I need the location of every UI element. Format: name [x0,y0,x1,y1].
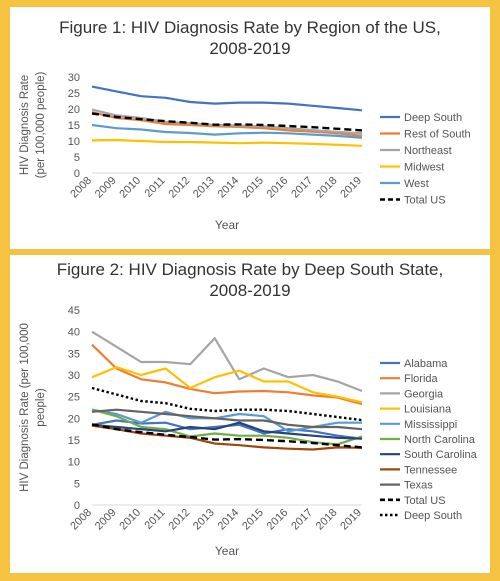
x-tick-label: 2016 [265,175,291,201]
y-tick-label: 40 [68,327,80,339]
y-tick-label: 15 [68,120,80,132]
x-tick-label: 2014 [216,507,242,533]
x-tick-label: 2019 [338,507,364,533]
series-line-midwest [91,138,363,147]
legend-label-south-carolina: South Carolina [404,449,478,461]
x-tick-label: 2012 [167,175,193,201]
legend-label-northeast: Northeast [404,145,452,157]
figure-2-subtitle: 2008-2019 [209,281,291,300]
legend-label-tennessee: Tennessee [404,464,457,476]
y-tick-label: 30 [68,370,80,382]
legend-label-north-carolina: North Carolina [404,434,476,446]
series-line-deep-south [91,386,363,422]
x-tick-label: 2008 [68,175,94,201]
y-tick-label: 20 [68,104,80,116]
x-axis-title: Year [215,218,239,232]
figure-1-title: Figure 1: HIV Diagnosis Rate by Region o… [59,18,441,37]
legend-label-total-us: Total US [404,495,446,507]
y-axis-title-line2: people) [35,388,47,427]
legend-label-georgia: Georgia [404,388,444,400]
x-tick-label: 2015 [240,175,266,201]
y-tick-label: 10 [68,136,80,148]
y-tick-label: 10 [68,457,80,469]
y-tick-label: 0 [74,500,80,512]
x-tick-label: 2009 [93,507,119,533]
x-tick-label: 2018 [314,175,340,201]
y-axis-title: HIV Diagnosis Rate (per 100,000 [19,323,31,492]
series-line-west [91,123,363,139]
y-tick-label: 30 [68,72,80,84]
x-tick-label: 2009 [93,175,119,201]
series-line-texas [91,408,363,431]
legend-label-midwest: Midwest [404,162,444,174]
series-line-deep-south [91,85,363,112]
legend-label-rest-of-south: Rest of South [404,129,471,141]
x-tick-label: 2014 [216,175,242,201]
x-tick-label: 2019 [338,175,364,201]
series-line-louisiana [91,366,363,404]
y-tick-label: 0 [74,168,80,180]
x-tick-label: 2013 [191,507,217,533]
x-tick-label: 2008 [68,507,94,533]
legend-label-texas: Texas [404,480,433,492]
y-tick-label: 45 [68,305,80,317]
figure-1-panel: Figure 1: HIV Diagnosis Rate by Region o… [10,7,490,249]
x-tick-label: 2016 [265,507,291,533]
series-line-georgia [91,330,363,393]
x-axis-title: Year [215,544,239,558]
legend-label-alabama: Alabama [404,358,448,370]
legend-label-louisiana: Louisiana [404,404,452,416]
y-axis-title: HIV Diagnosis Rate [19,75,31,175]
legend-label-west: West [404,178,429,190]
x-tick-label: 2012 [167,507,193,533]
legend-label-florida: Florida [404,373,439,385]
x-tick-label: 2018 [314,507,340,533]
x-tick-label: 2017 [289,175,315,201]
figure-2-panel: Figure 2: HIV Diagnosis Rate by Deep Sou… [10,255,490,573]
x-tick-label: 2015 [240,507,266,533]
series-line-south-carolina [91,421,363,440]
figure-2-title: Figure 2: HIV Diagnosis Rate by Deep Sou… [56,260,444,279]
y-tick-label: 35 [68,348,80,360]
x-tick-label: 2011 [143,175,168,200]
legend-label-deep-south: Deep South [404,510,462,522]
series-line-florida [91,343,363,406]
legend-label-mississippi: Mississippi [404,419,457,431]
y-tick-label: 25 [68,392,80,404]
x-tick-label: 2010 [117,175,143,201]
x-tick-label: 2010 [117,507,143,533]
x-tick-label: 2011 [143,507,168,532]
figure-1-subtitle: 2008-2019 [209,39,291,58]
x-tick-label: 2017 [289,507,315,533]
series-line-total-us [91,423,363,449]
y-tick-label: 5 [74,152,80,164]
y-tick-label: 15 [68,435,80,447]
y-tick-label: 25 [68,88,80,100]
y-tick-label: 5 [74,478,80,490]
legend-label-deep-south: Deep South [404,112,462,124]
x-tick-label: 2013 [191,175,217,201]
series-line-total-us [91,112,363,132]
legend-label-total-us: Total US [404,195,446,207]
y-tick-label: 20 [68,413,80,425]
y-axis-title-line2: (per 100,000 people) [35,71,47,178]
